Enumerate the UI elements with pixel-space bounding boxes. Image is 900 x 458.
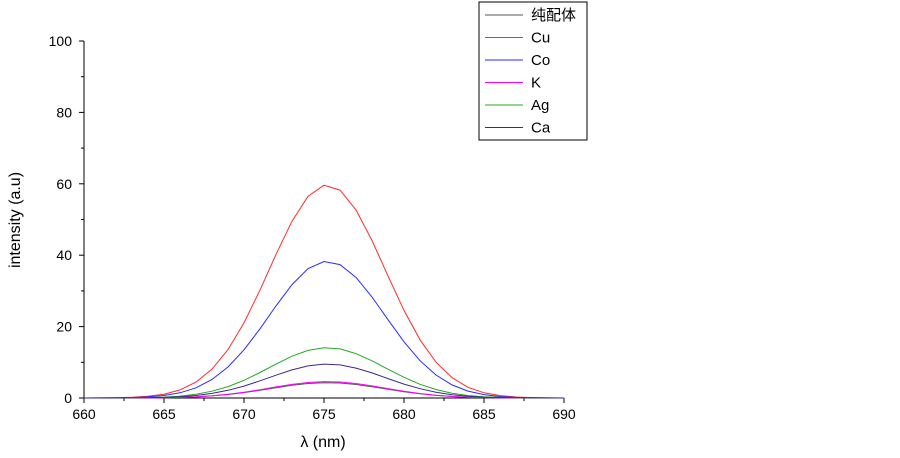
y-tick-label: 100 (49, 33, 73, 49)
legend-label: 纯配体 (531, 7, 576, 24)
x-axis-title: λ (nm) (300, 434, 345, 451)
legend-label: Cu (531, 30, 550, 47)
y-tick-label: 0 (64, 390, 72, 406)
series-line-co (83, 260, 565, 399)
legend-label: Co (531, 52, 550, 69)
x-tick-label: 660 (72, 406, 96, 422)
axes: 0 20 40 60 80 100 660 665 670 675 680 685 690 (49, 33, 576, 422)
series-line-cu (83, 184, 565, 399)
series-group (83, 184, 565, 399)
legend-label: K (531, 75, 541, 92)
x-tick-label: 675 (312, 406, 336, 422)
x-tick-label: 690 (552, 406, 576, 422)
legend-label: Ag (531, 97, 549, 114)
x-tick-label: 670 (232, 406, 256, 422)
series-line-ca (84, 363, 564, 399)
y-tick-label: 20 (56, 319, 72, 335)
legend: 纯配体 Cu Co K Ag Ca (478, 1, 588, 141)
y-tick-label: 60 (56, 176, 72, 192)
x-tick-label: 680 (392, 406, 416, 422)
legend-box (478, 1, 588, 141)
series-line-ag (84, 347, 564, 399)
legend-label: Ca (531, 120, 551, 137)
x-tick-label: 665 (152, 406, 176, 422)
y-tick-label: 80 (56, 104, 72, 120)
y-tick-label: 40 (56, 247, 72, 263)
y-axis-title: intensity (a.u) (7, 172, 24, 268)
x-tick-label: 685 (472, 406, 496, 422)
